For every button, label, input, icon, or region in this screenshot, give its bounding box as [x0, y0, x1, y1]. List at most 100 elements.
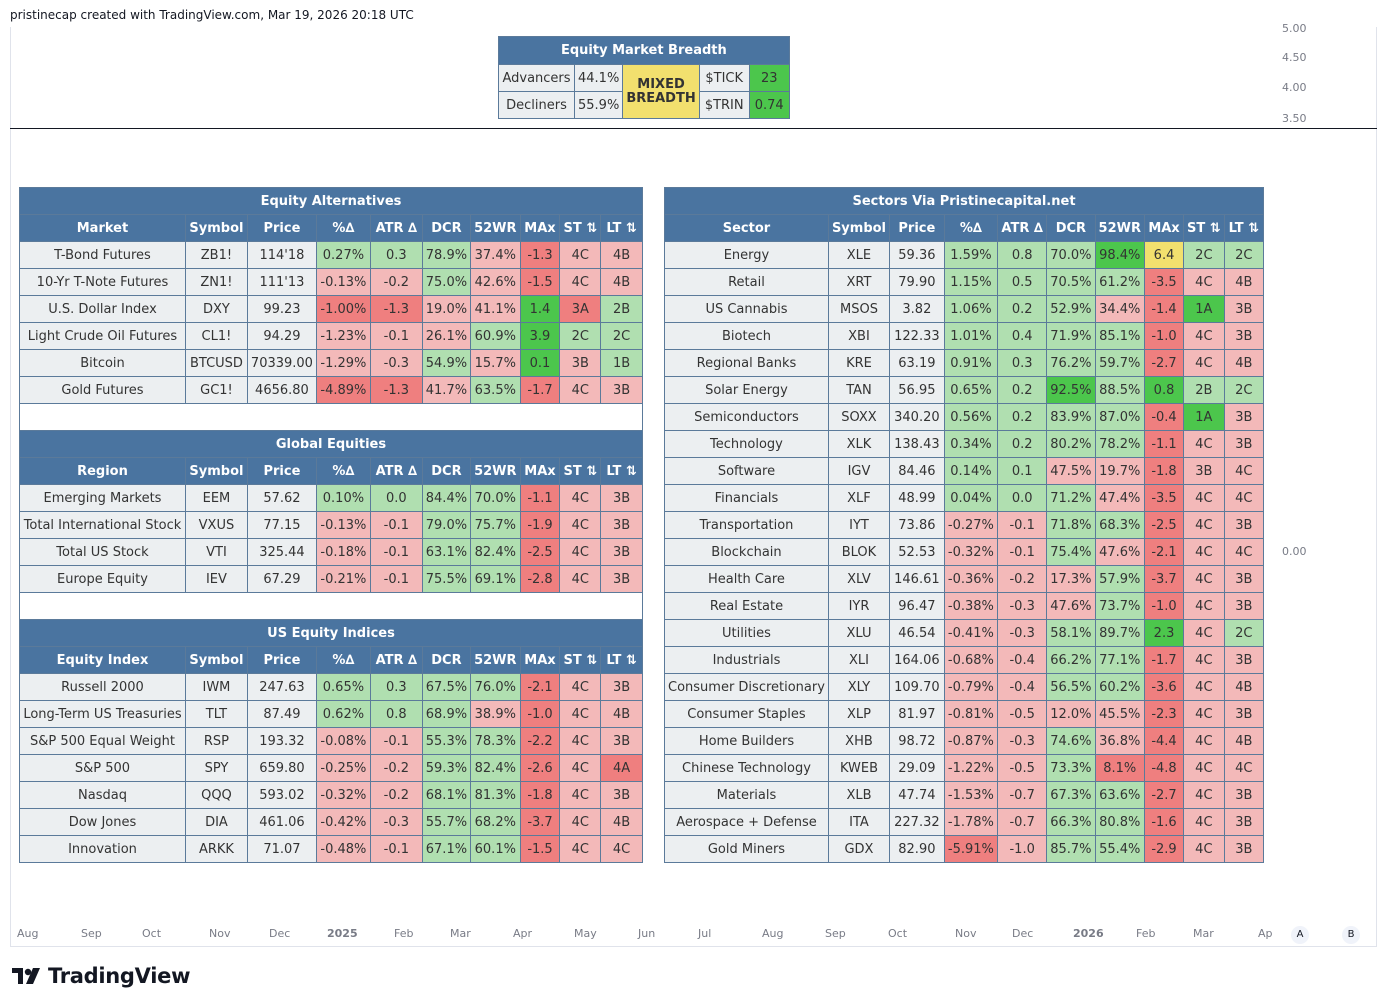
table-row[interactable]: Innovation ARKK 71.07 -0.48% -0.1 67.1% 60.1% -…	[19, 835, 643, 863]
table-row[interactable]: Dow Jones DIA 461.06 -0.42% -0.3 55.7% 68.2% -3…	[19, 808, 643, 836]
table-cell: 0.5	[997, 268, 1048, 296]
column-header[interactable]: %∆	[315, 457, 371, 485]
table-row[interactable]: Europe Equity IEV 67.29 -0.21% -0.1 75.5% 69.1…	[19, 565, 643, 593]
table-cell: -1.3	[369, 295, 423, 323]
column-header[interactable]: Symbol	[827, 214, 891, 242]
table-row[interactable]: Bitcoin BTCUSD 70339.00 -1.29% -0.3 54.9% 15.7…	[19, 349, 643, 377]
column-header[interactable]: Symbol	[184, 214, 248, 242]
column-header[interactable]: Price	[246, 646, 317, 674]
table-row[interactable]: Real Estate IYR 96.47 -0.38% -0.3 47.6% 73.7% -…	[664, 592, 1265, 620]
x-axis-label: Apr	[513, 927, 533, 940]
log-scale-button[interactable]: B	[1342, 926, 1360, 944]
table-row[interactable]: Industrials XLI 164.06 -0.68% -0.4 66.2% 77.1%…	[664, 646, 1265, 674]
column-header[interactable]: LT ⇅	[600, 646, 643, 674]
table-cell: 69.1%	[470, 565, 521, 593]
column-header[interactable]: ST ⇅	[559, 646, 602, 674]
column-header[interactable]: LT ⇅	[1223, 214, 1265, 242]
trin-label: $TRIN	[698, 91, 750, 119]
column-header[interactable]: Price	[246, 214, 317, 242]
table-row[interactable]: Long-Term US Treasuries TLT 87.49 0.62% 0.8 6…	[19, 700, 643, 728]
column-header[interactable]: 52WR	[1094, 214, 1146, 242]
table-row[interactable]: Semiconductors SOXX 340.20 0.56% 0.2 83.9% 87.…	[664, 403, 1265, 431]
table-cell: 4B	[600, 241, 643, 269]
table-row[interactable]: Financials XLF 48.99 0.04% 0.0 71.2% 47.4% -3.5…	[664, 484, 1265, 512]
table-row[interactable]: Regional Banks KRE 63.19 0.91% 0.3 76.2% 59.7%…	[664, 349, 1265, 377]
table-row[interactable]: Home Builders XHB 98.72 -0.87% -0.3 74.6% 36.8…	[664, 727, 1265, 755]
table-cell: 109.70	[889, 673, 945, 701]
table-row[interactable]: Technology XLK 138.43 0.34% 0.2 80.2% 78.2% -1.…	[664, 430, 1265, 458]
column-header[interactable]: %∆	[315, 646, 371, 674]
table-row[interactable]: Solar Energy TAN 56.95 0.65% 0.2 92.5% 88.5% 0.…	[664, 376, 1265, 404]
table-row[interactable]: Health Care XLV 146.61 -0.36% -0.2 17.3% 57.9%…	[664, 565, 1265, 593]
table-row[interactable]: U.S. Dollar Index DXY 99.23 -1.00% -1.3 19.0%…	[19, 295, 643, 323]
column-header[interactable]: ATR ∆	[997, 214, 1048, 242]
column-header[interactable]: ATR ∆	[369, 214, 423, 242]
column-header[interactable]: DCR	[1046, 214, 1096, 242]
column-header[interactable]: Symbol	[184, 457, 248, 485]
column-header[interactable]: DCR	[421, 214, 472, 242]
column-header[interactable]: 52WR	[470, 214, 521, 242]
column-header[interactable]: 52WR	[470, 646, 521, 674]
table-row[interactable]: Retail XRT 79.90 1.15% 0.5 70.5% 61.2% -3.5 4C 4B	[664, 268, 1265, 296]
column-header[interactable]: %∆	[943, 214, 999, 242]
table-row[interactable]: Consumer Discretionary XLY 109.70 -0.79% -0.…	[664, 673, 1265, 701]
column-header[interactable]: 52WR	[470, 457, 521, 485]
auto-scale-button[interactable]: A	[1291, 926, 1309, 944]
column-header[interactable]: %∆	[315, 214, 371, 242]
column-header[interactable]: ST ⇅	[559, 457, 602, 485]
glob-header-first[interactable]: Region	[19, 457, 186, 485]
table-row[interactable]: Total US Stock VTI 325.44 -0.18% -0.1 63.1% 82…	[19, 538, 643, 566]
alt-header-first[interactable]: Market	[19, 214, 186, 242]
column-header[interactable]: Price	[246, 457, 317, 485]
table-row[interactable]: Gold Futures GC1! 4656.80 -4.89% -1.3 41.7% 63…	[19, 376, 643, 404]
column-header[interactable]: ST ⇅	[559, 214, 602, 242]
table-cell: 4C	[1223, 538, 1265, 566]
table-row[interactable]: Chinese Technology KWEB 29.09 -1.22% -0.5 73.…	[664, 754, 1265, 782]
column-header[interactable]: DCR	[421, 457, 472, 485]
table-cell: 55.7%	[421, 808, 472, 836]
table-row[interactable]: Software IGV 84.46 0.14% 0.1 47.5% 19.7% -1.8 3B…	[664, 457, 1265, 485]
table-row[interactable]: Light Crude Oil Futures CL1! 94.29 -1.23% -0…	[19, 322, 643, 350]
column-header[interactable]: MAx	[1143, 214, 1185, 242]
column-header[interactable]: ATR ∆	[369, 646, 423, 674]
table-row[interactable]: Blockchain BLOK 52.53 -0.32% -0.1 75.4% 47.6% -…	[664, 538, 1265, 566]
table-row[interactable]: S&P 500 SPY 659.80 -0.25% -0.2 59.3% 82.4% -2.6…	[19, 754, 643, 782]
column-header[interactable]: LT ⇅	[600, 457, 643, 485]
column-header[interactable]: MAx	[519, 214, 561, 242]
usidx-header-first[interactable]: Equity Index	[19, 646, 186, 674]
column-header[interactable]: Symbol	[184, 646, 248, 674]
column-header[interactable]: ATR ∆	[369, 457, 423, 485]
table-cell: Consumer Discretionary	[664, 673, 829, 701]
table-row[interactable]: Materials XLB 47.74 -1.53% -0.7 67.3% 63.6% -2.…	[664, 781, 1265, 809]
table-cell: 4C	[559, 781, 602, 809]
table-row[interactable]: US Cannabis MSOS 3.82 1.06% 0.2 52.9% 34.4% -1.…	[664, 295, 1265, 323]
table-row[interactable]: S&P 500 Equal Weight RSP 193.32 -0.08% -0.1 5…	[19, 727, 643, 755]
table-row[interactable]: Transportation IYT 73.86 -0.27% -0.1 71.8% 68.…	[664, 511, 1265, 539]
table-row[interactable]: Nasdaq QQQ 593.02 -0.32% -0.2 68.1% 81.3% -1.8 4…	[19, 781, 643, 809]
table-row[interactable]: T-Bond Futures ZB1! 114'18 0.27% 0.3 78.9% 37.…	[19, 241, 643, 269]
column-header[interactable]: MAx	[519, 646, 561, 674]
table-row[interactable]: Consumer Staples XLP 81.97 -0.81% -0.5 12.0% 4…	[664, 700, 1265, 728]
table-cell: 84.46	[889, 457, 945, 485]
table-row[interactable]: Gold Miners GDX 82.90 -5.91% -1.0 85.7% 55.4% -…	[664, 835, 1265, 863]
table-row[interactable]: Russell 2000 IWM 247.63 0.65% 0.3 67.5% 76.0% -…	[19, 673, 643, 701]
column-header[interactable]: LT ⇅	[600, 214, 643, 242]
pane-separator[interactable]	[10, 128, 1377, 129]
column-header[interactable]: Price	[889, 214, 945, 242]
table-row[interactable]: Emerging Markets EEM 57.62 0.10% 0.0 84.4% 70.…	[19, 484, 643, 512]
table-row[interactable]: Utilities XLU 46.54 -0.41% -0.3 58.1% 89.7% 2.3…	[664, 619, 1265, 647]
table-cell: 6.4	[1143, 241, 1185, 269]
table-row[interactable]: Biotech XBI 122.33 1.01% 0.4 71.9% 85.1% -1.0 4C…	[664, 322, 1265, 350]
sectors-header-first[interactable]: Sector	[664, 214, 829, 242]
table-row[interactable]: Total International Stock VXUS 77.15 -0.13%…	[19, 511, 643, 539]
column-header[interactable]: MAx	[519, 457, 561, 485]
table-cell: 3.82	[889, 295, 945, 323]
table-row[interactable]: 10-Yr T-Note Futures ZN1! 111'13 -0.13% -0.2…	[19, 268, 643, 296]
column-header[interactable]: ST ⇅	[1183, 214, 1225, 242]
column-header[interactable]: DCR	[421, 646, 472, 674]
table-cell: -1.53%	[943, 781, 999, 809]
table-row[interactable]: Energy XLE 59.36 1.59% 0.8 70.0% 98.4% 6.4 2C 2C	[664, 241, 1265, 269]
table-row[interactable]: Aerospace + Defense ITA 227.32 -1.78% -0.7 66…	[664, 808, 1265, 836]
table-cell: 54.9%	[421, 349, 472, 377]
tradingview-logo[interactable]: TradingView	[12, 964, 190, 988]
